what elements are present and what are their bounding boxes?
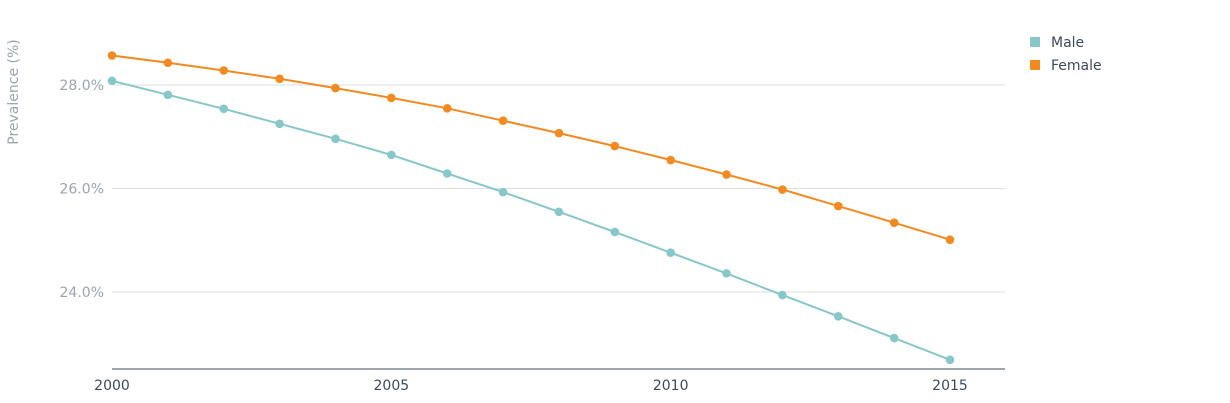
data-point-male[interactable] (107, 76, 117, 86)
data-point-male[interactable] (722, 269, 731, 278)
data-point-male[interactable] (554, 207, 564, 217)
data-point-female[interactable] (275, 74, 284, 84)
data-point-female[interactable] (722, 170, 731, 179)
x-tick-label: 2005 (374, 378, 410, 394)
grid-lines (112, 84, 1005, 293)
data-point-male[interactable] (219, 104, 229, 114)
data-point-female[interactable] (833, 201, 843, 211)
series-male (107, 76, 955, 365)
data-point-male[interactable] (275, 119, 284, 129)
data-point-female[interactable] (498, 116, 508, 126)
y-tick-label: 26.0% (60, 182, 104, 198)
data-point-female[interactable] (331, 83, 340, 93)
legend-swatch (1030, 60, 1040, 70)
data-point-male[interactable] (945, 355, 955, 365)
series-line-male (111, 79, 951, 361)
y-tick-label: 28.0% (60, 78, 104, 94)
data-point-female[interactable] (219, 66, 229, 75)
x-tick-label: 2010 (653, 378, 689, 394)
data-point-female[interactable] (554, 128, 564, 138)
data-point-male[interactable] (889, 333, 899, 343)
data-point-female[interactable] (889, 218, 899, 227)
x-tick-label: 2015 (932, 378, 968, 394)
data-point-male[interactable] (833, 312, 843, 321)
legend-label: Male (1051, 35, 1084, 51)
series-lines (107, 51, 955, 365)
data-point-female[interactable] (610, 141, 620, 151)
data-point-female[interactable] (778, 185, 787, 194)
data-point-male[interactable] (163, 90, 173, 100)
data-point-male[interactable] (331, 134, 340, 144)
data-point-female[interactable] (107, 51, 117, 60)
data-point-female[interactable] (163, 58, 173, 68)
data-point-male[interactable] (498, 187, 508, 197)
legend-swatch (1030, 37, 1040, 47)
legend[interactable]: Male Female (1030, 35, 1102, 74)
y-axis-title: Prevalence (%) (6, 39, 22, 145)
data-point-male[interactable] (666, 248, 675, 257)
legend-item-male[interactable]: Male (1030, 35, 1084, 51)
y-tick-label: 24.0% (60, 285, 104, 301)
data-point-male[interactable] (387, 150, 396, 160)
data-point-female[interactable] (945, 235, 955, 245)
y-axis-ticks: 24.0% 26.0% 28.0% (60, 78, 104, 301)
series-line-female (111, 54, 951, 241)
legend-label: Female (1051, 58, 1102, 74)
data-point-male[interactable] (778, 290, 787, 300)
x-axis-ticks: 2000 2005 2010 2015 (94, 378, 968, 394)
data-point-female[interactable] (666, 155, 675, 165)
data-point-male[interactable] (610, 227, 620, 237)
series-female (107, 51, 955, 245)
x-tick-label: 2000 (94, 378, 130, 394)
data-point-female[interactable] (442, 103, 452, 113)
legend-item-female[interactable]: Female (1030, 58, 1102, 74)
data-point-female[interactable] (387, 93, 396, 103)
data-point-male[interactable] (442, 169, 452, 178)
